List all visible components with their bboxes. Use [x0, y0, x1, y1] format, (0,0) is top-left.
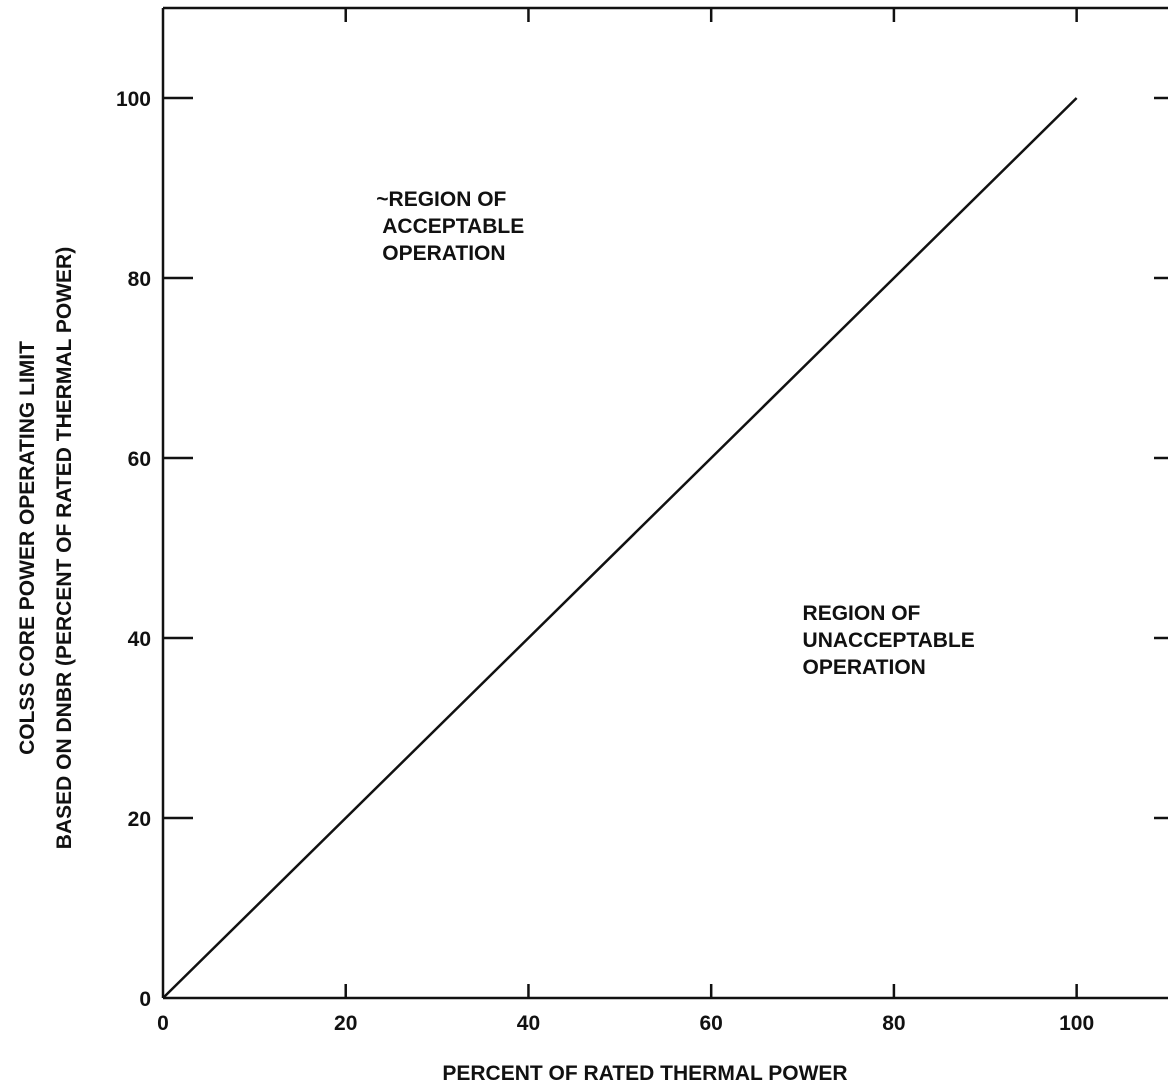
y-tick-label-40: 40 — [128, 628, 151, 651]
x-tick-label-40: 40 — [517, 1012, 540, 1035]
x-tick-label-100: 100 — [1059, 1012, 1094, 1035]
region-annotation-1-line-2: OPERATION — [803, 656, 926, 679]
region-annotation-1: REGION OF UNACCEPTABLE OPERATION — [803, 602, 975, 679]
y-tick-label-100: 100 — [116, 88, 151, 111]
x-axis-title: PERCENT OF RATED THERMAL POWER — [442, 1062, 847, 1085]
region-annotation-0-line-1: ACCEPTABLE — [382, 215, 524, 238]
x-tick-label-0: 0 — [157, 1012, 169, 1035]
region-annotation-0-line-0: ~REGION OF — [376, 188, 506, 211]
y-tick-label-60: 60 — [128, 448, 151, 471]
y-tick-label-0: 0 — [139, 988, 151, 1011]
operating-limit-line-0 — [162, 97, 1078, 999]
series-group — [162, 97, 1078, 999]
x-axis-ticks: 0 20 40 60 80 100 — [157, 8, 1094, 1035]
y-axis-title-line2: BASED ON DNBR (PERCENT OF RATED THERMAL … — [53, 247, 76, 849]
annotations-group: ~REGION OF ACCEPTABLE OPERATION REGION OF UN… — [376, 188, 975, 679]
y-axis-title-line1: COLSS CORE POWER OPERATING LIMIT — [16, 341, 39, 755]
region-annotation-0-line-2: OPERATION — [382, 242, 505, 265]
x-tick-label-20: 20 — [334, 1012, 357, 1035]
y-tick-label-20: 20 — [128, 808, 151, 831]
y-tick-label-80: 80 — [128, 268, 151, 291]
region-annotation-1-line-1: UNACCEPTABLE — [803, 629, 975, 652]
y-axis-ticks: 0 20 40 60 80 100 — [116, 88, 1168, 1011]
x-tick-label-80: 80 — [882, 1012, 905, 1035]
region-annotation-0: ~REGION OF ACCEPTABLE OPERATION — [376, 188, 524, 265]
region-annotation-1-line-0: REGION OF — [803, 602, 921, 625]
plot-frame — [161, 6, 1168, 1000]
x-tick-label-60: 60 — [700, 1012, 723, 1035]
